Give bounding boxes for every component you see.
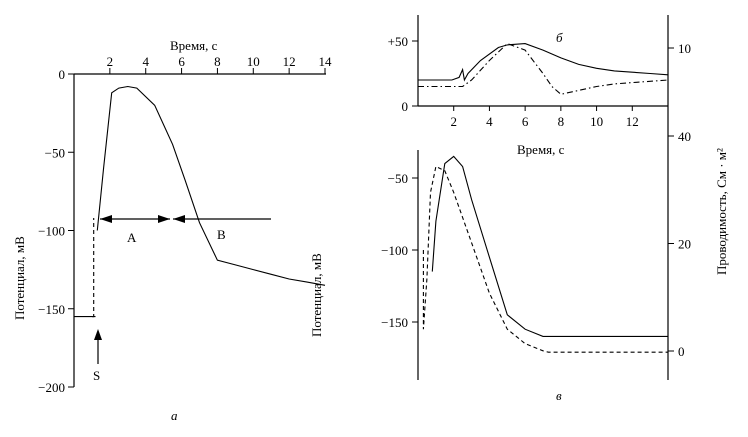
panel-c-series: [422, 155, 668, 353]
panel-c-series-1: [422, 165, 668, 353]
panel-a-x-tick-label: 10: [247, 54, 260, 69]
panel-a-annotations: A B S: [93, 215, 271, 383]
panel-b-x-axis-label: Время, с: [517, 142, 565, 157]
panel-c-series-0: [431, 155, 668, 337]
panel-b-y-tick-label: 0: [402, 99, 409, 114]
panel-b-series-1: [418, 42, 669, 95]
right-axis-tick-label: 0: [678, 344, 685, 359]
panel-a-x-tick-label: 14: [319, 54, 333, 69]
panel-a-x-tick-label: 6: [178, 54, 185, 69]
panel-b-x-tick-label: 2: [450, 114, 457, 129]
panel-b-x-tick-label: 10: [590, 114, 603, 129]
caption-b: б: [556, 30, 563, 45]
right-axis-tick-label: 20: [678, 237, 691, 252]
panel-a: Время, с Потенциал, мВ 2 4 6 8 10 12 14 0 −50 −1…: [12, 38, 332, 423]
panel-a-y-tick-label: −100: [38, 224, 65, 239]
panel-c-y-axis-label: Потенциал, мВ: [309, 253, 324, 337]
label-a: A: [127, 230, 137, 245]
panel-c: −50 −100 −150 Потенциал, мВ в: [309, 150, 668, 403]
arrow-a-right-head: [158, 215, 170, 223]
label-b: B: [217, 227, 226, 242]
panel-a-x-ticks: 2 4 6 8 10 12 14: [107, 54, 332, 74]
panel-b-series: [418, 42, 669, 95]
arrow-b-head: [173, 215, 185, 223]
panel-a-y-axis-label: Потенциал, мВ: [12, 236, 27, 320]
panel-b-x-tick-label: 12: [626, 114, 639, 129]
panel-c-y-tick-label: −50: [388, 171, 408, 186]
panel-a-y-ticks: 0 −50 −100 −150 −200: [38, 67, 74, 395]
caption-a: а: [171, 408, 178, 423]
panel-b-x-tick-label: 4: [486, 114, 493, 129]
panel-a-series-0: [92, 218, 95, 318]
panel-b-x-ticks: 2 4 6 8 10 12: [450, 106, 639, 129]
panel-b-x-tick-label: 8: [558, 114, 565, 129]
panel-b: 2 4 6 8 10 12 0 +50 б Время, с: [388, 15, 669, 157]
stimulus-arrow-head: [94, 329, 102, 340]
panel-c-y-tick-label: −100: [381, 243, 408, 258]
panel-a-x-tick-label: 2: [107, 54, 114, 69]
panel-b-x-tick-label: 6: [522, 114, 529, 129]
panel-a-y-tick-label: −50: [45, 145, 65, 160]
panel-a-x-tick-label: 4: [142, 54, 149, 69]
panel-b-y-tick-label: +50: [388, 34, 408, 49]
caption-c: в: [556, 388, 562, 403]
arrow-a-left-head: [100, 215, 112, 223]
panel-a-x-tick-label: 8: [214, 54, 221, 69]
panel-a-y-tick-label: −200: [38, 380, 65, 395]
right-axis-ticks: 10 0 20 40: [668, 41, 691, 359]
panel-a-x-axis-label: Время, с: [170, 38, 218, 53]
right-axis-tick-label: 40: [678, 129, 691, 144]
panel-c-y-tick-label: −150: [381, 315, 408, 330]
panel-a-x-tick-label: 12: [283, 54, 296, 69]
panel-a-y-tick-label: 0: [59, 67, 66, 82]
right-axis-label: Проводимость, См · м²: [714, 148, 729, 275]
panel-a-series: [74, 85, 326, 318]
panel-b-series-0: [418, 43, 669, 82]
panel-a-y-tick-label: −150: [38, 302, 65, 317]
panel-a-series-2: [96, 85, 326, 286]
label-s: S: [93, 368, 100, 383]
panel-c-y-ticks: −50 −100 −150: [381, 171, 418, 330]
right-axis-tick-label: 10: [678, 41, 691, 56]
panel-b-y-ticks: 0 +50: [388, 34, 418, 114]
